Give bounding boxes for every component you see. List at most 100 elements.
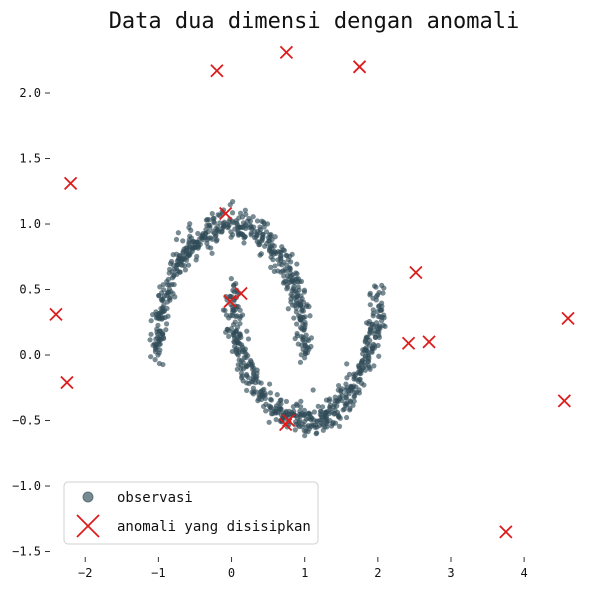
observation-point bbox=[375, 342, 381, 349]
anomaly-point bbox=[352, 60, 367, 74]
observation-point bbox=[356, 387, 362, 393]
observation-point bbox=[231, 343, 238, 350]
x-tick-label: 4 bbox=[521, 566, 528, 580]
observation-point bbox=[223, 312, 230, 318]
observation-point bbox=[254, 370, 260, 376]
observation-point bbox=[230, 330, 236, 336]
observation-point bbox=[281, 273, 287, 279]
observation-point bbox=[251, 365, 257, 371]
observation-point bbox=[322, 410, 328, 416]
observation-point bbox=[372, 334, 379, 340]
observation-point bbox=[293, 300, 299, 306]
observation-point bbox=[343, 391, 349, 397]
observation-point bbox=[271, 243, 277, 249]
anomaly-point bbox=[223, 294, 237, 308]
observation-point bbox=[380, 290, 386, 296]
observation-point bbox=[268, 264, 274, 270]
observation-point bbox=[381, 312, 387, 318]
observation-point bbox=[240, 220, 247, 226]
observation-point bbox=[187, 233, 193, 239]
observation-point bbox=[298, 352, 304, 358]
observation-point bbox=[263, 408, 269, 414]
observation-point bbox=[369, 321, 376, 327]
observation-point bbox=[272, 249, 279, 255]
observation-point bbox=[306, 415, 312, 421]
anomaly-point bbox=[499, 525, 513, 539]
observation-point bbox=[301, 287, 308, 293]
observation-point bbox=[253, 389, 259, 395]
observation-point bbox=[186, 240, 192, 246]
observation-point bbox=[310, 417, 317, 423]
observation-point bbox=[176, 253, 183, 259]
observation-point bbox=[244, 328, 250, 334]
observation-point bbox=[336, 423, 343, 429]
observation-point bbox=[382, 323, 388, 330]
observation-point bbox=[300, 346, 306, 353]
observation-point bbox=[148, 354, 154, 360]
observation-point bbox=[360, 351, 366, 357]
observation-point bbox=[296, 423, 302, 430]
legend-anomaly-marker bbox=[76, 514, 100, 538]
observation-point bbox=[285, 276, 292, 282]
observation-point bbox=[370, 341, 377, 347]
anomaly-point bbox=[409, 265, 423, 280]
observation-point bbox=[297, 315, 303, 321]
chart-title: Data dua dimensi dengan anomali bbox=[109, 9, 520, 34]
observation-point bbox=[370, 307, 376, 313]
y-tick-label: 0.0 bbox=[19, 348, 41, 362]
observation-point bbox=[245, 336, 252, 342]
anomaly-point bbox=[49, 307, 63, 322]
observation-point bbox=[184, 245, 190, 251]
observation-point bbox=[381, 285, 387, 291]
observation-point bbox=[331, 411, 337, 417]
observation-point bbox=[211, 220, 218, 226]
observation-point bbox=[222, 307, 228, 314]
observation-point bbox=[147, 337, 153, 343]
observation-point bbox=[268, 397, 275, 403]
anomaly-point bbox=[279, 45, 294, 60]
observation-point bbox=[237, 320, 243, 327]
y-axis: −1.5 −1.0 −0.5 0.0 0.5 1.0 1.5 2.0 bbox=[12, 86, 50, 559]
observation-point bbox=[240, 378, 246, 384]
observation-point bbox=[182, 267, 189, 273]
observation-point bbox=[264, 221, 271, 227]
observation-point bbox=[289, 287, 295, 294]
observation-point bbox=[217, 212, 223, 219]
observation-point bbox=[344, 400, 350, 406]
observation-point bbox=[266, 419, 272, 425]
observation-point bbox=[346, 371, 353, 377]
observation-point bbox=[314, 430, 320, 436]
observation-point bbox=[252, 380, 259, 386]
observation-point bbox=[298, 298, 304, 304]
observation-point bbox=[268, 404, 274, 410]
y-tick-label: −1.0 bbox=[12, 479, 41, 493]
observation-point bbox=[344, 414, 350, 421]
observation-point bbox=[310, 387, 316, 393]
y-tick-label: 2.0 bbox=[19, 86, 41, 100]
x-tick-label: −2 bbox=[78, 566, 92, 580]
observation-point bbox=[258, 251, 264, 257]
observation-point bbox=[245, 374, 251, 381]
observation-point bbox=[175, 261, 181, 267]
observation-point bbox=[351, 389, 358, 396]
observation-point bbox=[267, 234, 273, 240]
x-tick-label: 2 bbox=[374, 566, 381, 580]
observation-point bbox=[165, 282, 171, 288]
observation-point bbox=[254, 218, 261, 224]
observation-point bbox=[210, 228, 216, 234]
observation-point bbox=[274, 392, 280, 398]
observation-point bbox=[250, 385, 257, 391]
observation-point bbox=[297, 359, 304, 365]
observation-point bbox=[155, 331, 161, 337]
observation-point bbox=[249, 389, 255, 395]
observation-point bbox=[365, 363, 371, 369]
observation-point bbox=[368, 327, 374, 333]
observation-point bbox=[377, 307, 383, 313]
observation-point bbox=[258, 380, 264, 386]
observation-point bbox=[303, 428, 309, 434]
observation-point bbox=[306, 411, 312, 417]
observation-point bbox=[315, 403, 321, 409]
observation-point bbox=[194, 253, 200, 260]
observation-point bbox=[367, 302, 373, 308]
observation-point bbox=[371, 363, 377, 369]
